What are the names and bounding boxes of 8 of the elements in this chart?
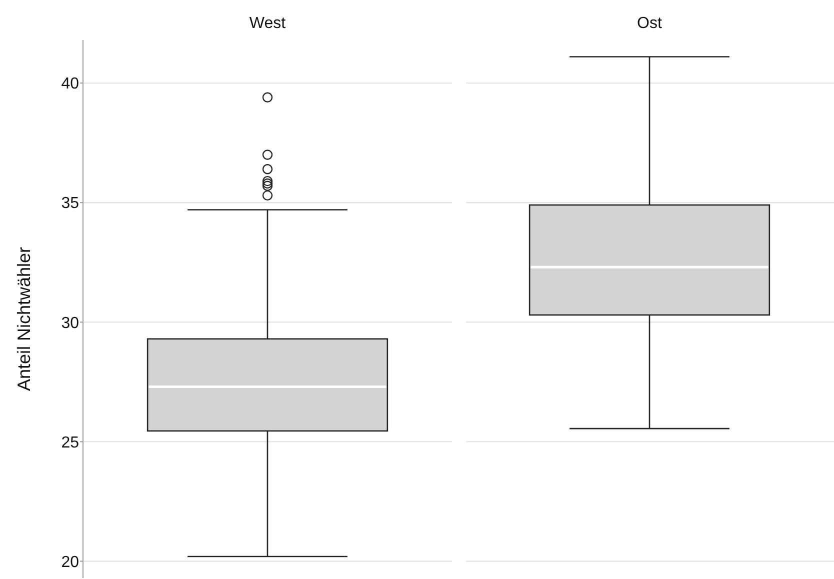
y-axis-title: Anteil Nichtwähler	[14, 246, 34, 392]
x-tick-label: Ost	[637, 15, 662, 32]
y-tick-label: 25	[61, 434, 80, 452]
y-tick-label: 35	[61, 195, 80, 212]
y-tick-label: 30	[61, 314, 80, 332]
x-tick-label: West	[249, 15, 286, 32]
y-tick-label: 40	[61, 76, 80, 93]
y-tick-label: 20	[61, 554, 80, 571]
